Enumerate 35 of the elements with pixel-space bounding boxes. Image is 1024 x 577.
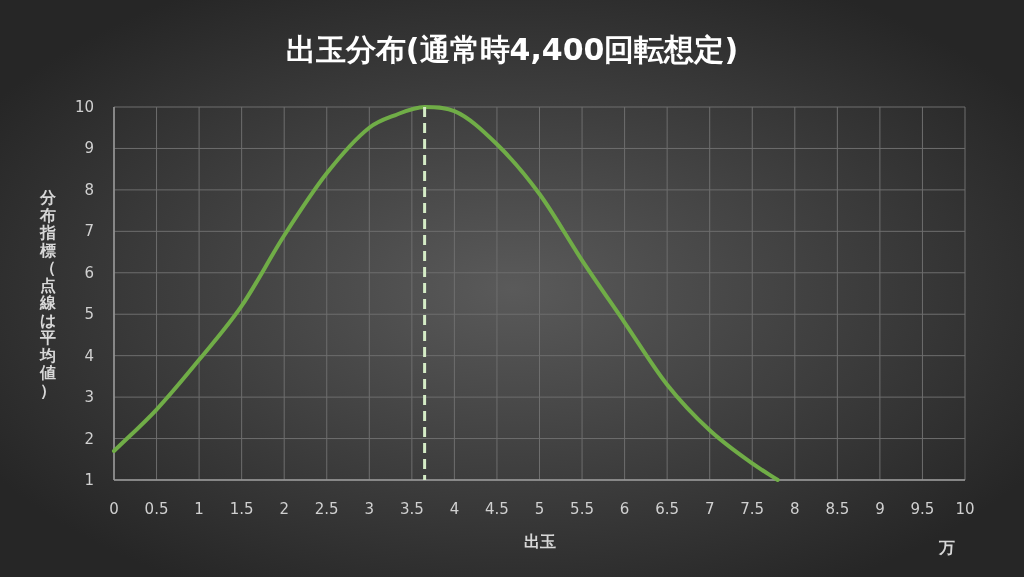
x-tick-label: 4.5 <box>485 500 509 518</box>
x-tick-label: 2.5 <box>314 500 339 518</box>
x-tick-label: 5.5 <box>570 500 594 518</box>
x-tick-label: 0 <box>109 500 119 518</box>
text: 万 <box>938 538 955 557</box>
y-tick-label: 9 <box>84 139 94 158</box>
x-tick-label: 6 <box>619 500 630 518</box>
x-tick-label: 3.5 <box>399 500 424 518</box>
x-tick-label: 3 <box>364 500 375 518</box>
x-tick-label: 1.5 <box>229 500 254 518</box>
x-tick-label: 6.5 <box>655 500 680 518</box>
y-tick-label: 6 <box>84 263 94 282</box>
x-tick-label: 1 <box>194 500 204 518</box>
y-tick-label: 8 <box>84 180 94 199</box>
y-tick-label: 3 <box>84 388 94 407</box>
y-tick-label: 4 <box>84 346 94 365</box>
y-tick-label: 10 <box>74 98 94 116</box>
x-tick-label: 10 <box>955 500 975 518</box>
x-tick-label: 7 <box>704 500 715 518</box>
y-tick-label: 5 <box>84 305 94 324</box>
x-tick-label: 5 <box>534 500 545 518</box>
x-tick-label: 2 <box>279 500 289 518</box>
x-tick-label: 9.5 <box>910 500 935 518</box>
x-axis-title: 出玉 <box>523 532 556 551</box>
x-tick-label: 8 <box>790 500 800 518</box>
y-tick-label: 2 <box>84 429 94 448</box>
x-tick-label: 0.5 <box>144 500 169 518</box>
y-tick-label: 1 <box>84 471 94 489</box>
x-tick-label: 7.5 <box>740 500 765 518</box>
x-tick-label: 8.5 <box>825 500 850 518</box>
x-tick-label: 4 <box>449 500 460 518</box>
text: 分布指標（点線は平均値） <box>40 188 56 400</box>
y-tick-label: 7 <box>84 222 94 241</box>
x-tick-label: 9 <box>875 500 885 518</box>
chart-title: 出玉分布(通常時4,400回転想定) <box>285 32 739 67</box>
